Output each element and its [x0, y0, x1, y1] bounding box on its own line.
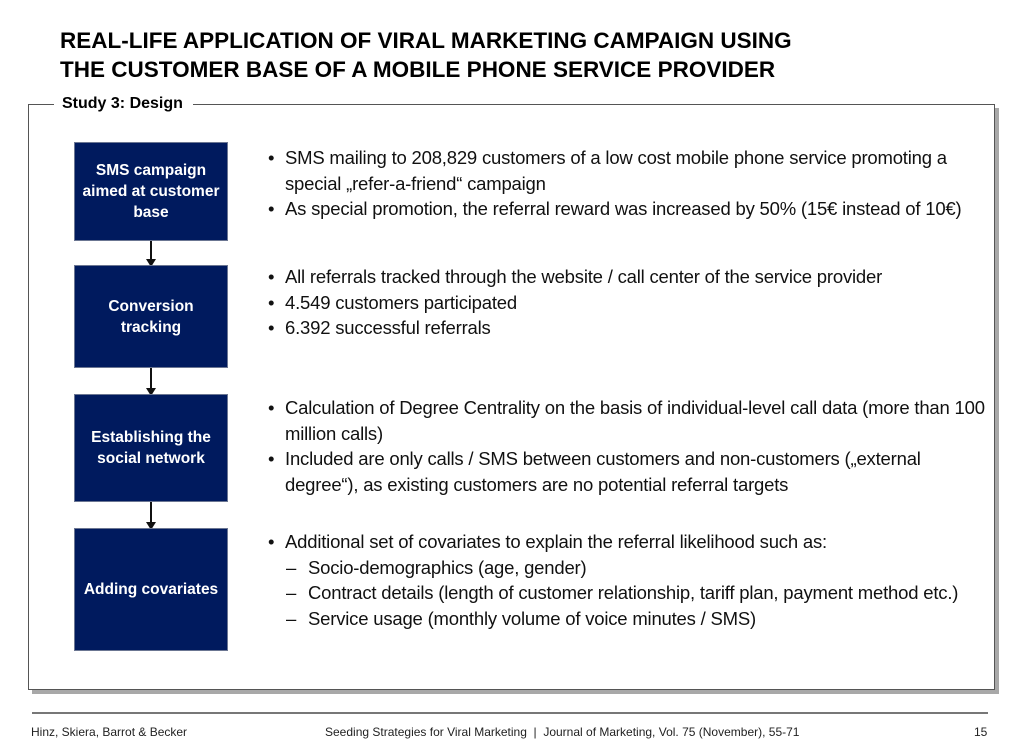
bullet-item: 6.392 successful referrals	[266, 315, 986, 341]
step-label: Adding covariates	[83, 581, 219, 598]
step-box-conversion-tracking: Conversion tracking	[74, 265, 228, 368]
slide-title-line-1: REAL-LIFE APPLICATION OF VIRAL MARKETING…	[60, 28, 792, 53]
sub-bullet-item: Contract details (length of customer rel…	[266, 580, 986, 606]
sub-bullet-item: Service usage (monthly volume of voice m…	[266, 606, 986, 632]
arrow-down-icon	[146, 241, 156, 267]
step-label: Establishing the social network	[91, 429, 211, 467]
footer-divider	[32, 712, 988, 714]
bullet-item: Included are only calls / SMS between cu…	[266, 446, 986, 497]
bullets-social-network: Calculation of Degree Centrality on the …	[266, 395, 986, 497]
step-box-sms-campaign: SMS campaign aimed at customer base	[74, 142, 228, 241]
step-label: Conversion tracking	[108, 297, 194, 336]
bullets-sms-campaign: SMS mailing to 208,829 customers of a lo…	[266, 145, 986, 222]
step-box-adding-covariates: Adding covariates	[74, 528, 228, 651]
footer-authors: Hinz, Skiera, Barrot & Becker	[31, 725, 188, 739]
step-label: SMS campaign aimed at customer base	[82, 162, 220, 221]
bullet-item: As special promotion, the referral rewar…	[266, 196, 986, 222]
slide-title-line-2: THE CUSTOMER BASE OF A MOBILE PHONE SERV…	[60, 57, 776, 82]
arrow-down-icon	[146, 368, 156, 396]
bullets-adding-covariates: Additional set of covariates to explain …	[266, 529, 986, 631]
sub-bullet-item: Socio-demographics (age, gender)	[266, 555, 986, 581]
bullet-item: SMS mailing to 208,829 customers of a lo…	[266, 145, 986, 196]
bullet-item: Additional set of covariates to explain …	[266, 529, 986, 555]
bullet-item: Calculation of Degree Centrality on the …	[266, 395, 986, 446]
bullets-conversion-tracking: All referrals tracked through the websit…	[266, 264, 986, 341]
bullet-item: All referrals tracked through the websit…	[266, 264, 986, 290]
slide-title: REAL-LIFE APPLICATION OF VIRAL MARKETING…	[60, 26, 960, 84]
footer-citation: Seeding Strategies for Viral Marketing |…	[325, 725, 800, 739]
bullet-item: 4.549 customers participated	[266, 290, 986, 316]
page-number: 15	[974, 725, 988, 739]
step-box-social-network: Establishing the social network	[74, 394, 228, 502]
arrow-down-icon	[146, 502, 156, 530]
section-label: Study 3: Design	[54, 94, 193, 114]
